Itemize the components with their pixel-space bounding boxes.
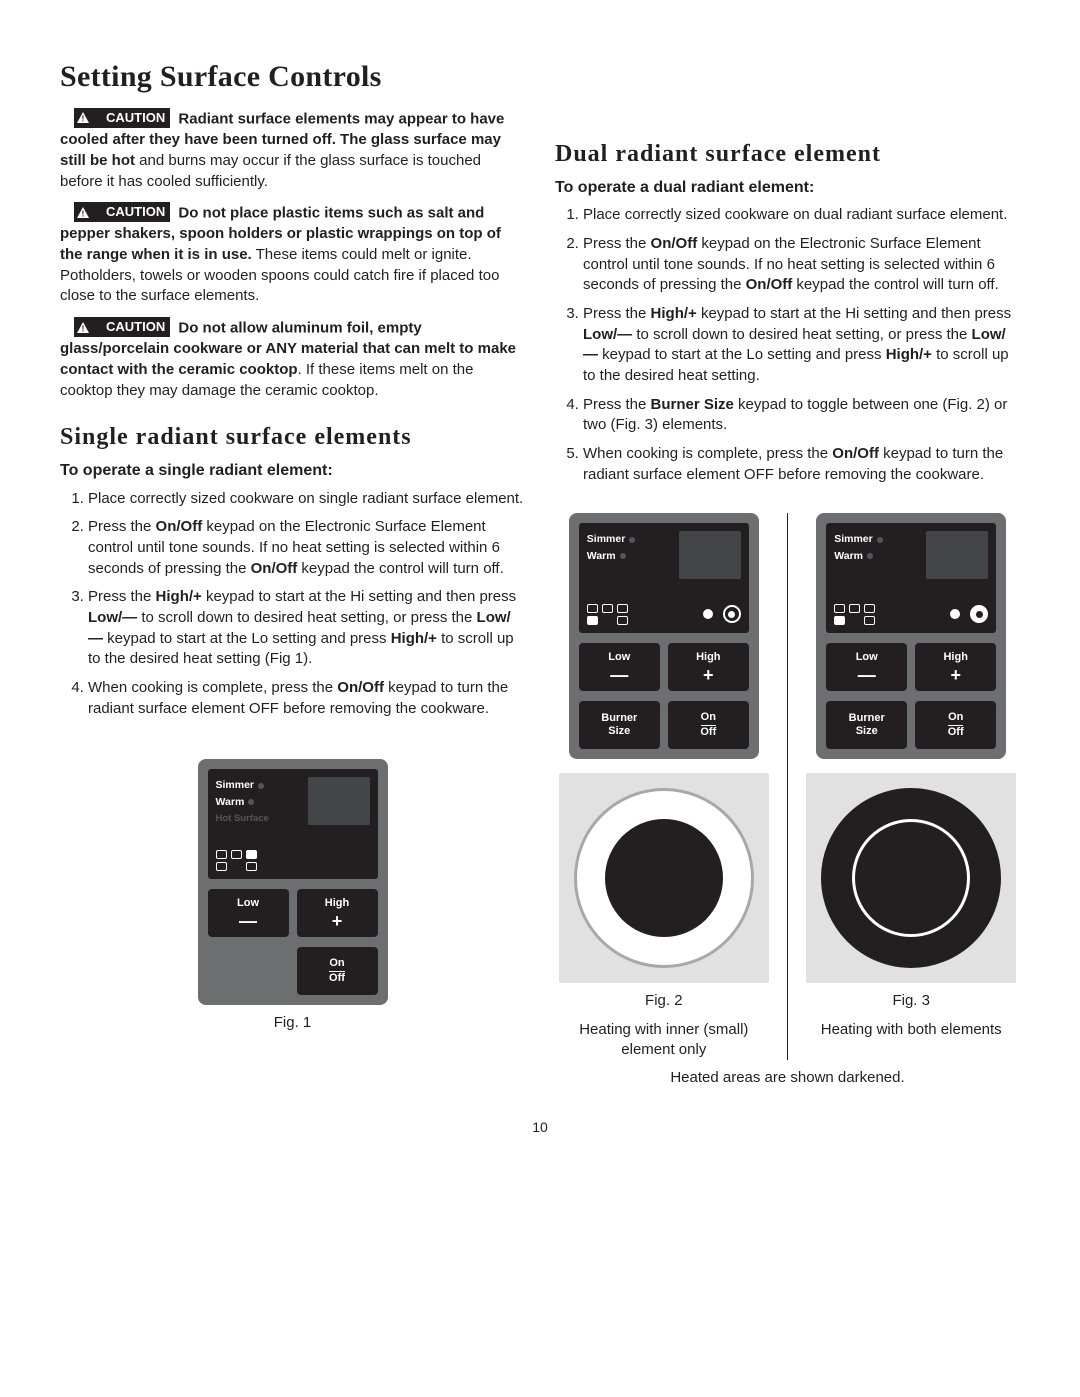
fig3-label: Fig. 3 — [892, 991, 930, 1011]
caution-badge: ! CAUTION — [74, 202, 170, 222]
control-panel-fig2: Simmer Warm — [569, 513, 759, 759]
right-column: Dual radiant surface element To operate … — [555, 108, 1020, 1089]
svg-text:!: ! — [82, 324, 85, 333]
list-item: Press the High/+ keypad to start at the … — [88, 587, 525, 670]
fig2-label: Fig. 2 — [645, 991, 683, 1011]
svg-text:!: ! — [82, 209, 85, 218]
burner-layout-icon — [587, 604, 628, 625]
svg-text:!: ! — [82, 115, 85, 124]
display-area: Simmer Warm — [579, 523, 749, 633]
fig1-caption: Fig. 1 — [60, 1013, 525, 1033]
on-off-button[interactable]: OnOff — [297, 947, 378, 995]
caution-label: CAUTION — [92, 318, 165, 336]
simmer-label: Simmer — [216, 779, 255, 791]
list-item: Place correctly sized cookware on dual r… — [583, 205, 1020, 226]
on-off-button[interactable]: OnOff — [915, 701, 996, 749]
list-item: Press the High/+ keypad to start at the … — [583, 304, 1020, 387]
high-button[interactable]: High+ — [297, 889, 378, 937]
dual-heading: Dual radiant surface element — [555, 138, 1020, 171]
dual-footnote: Heated areas are shown darkened. — [555, 1068, 1020, 1089]
caution-label: CAUTION — [92, 109, 165, 127]
list-item: Place correctly sized cookware on single… — [88, 489, 525, 510]
caution-label: CAUTION — [92, 203, 165, 221]
digit-window — [679, 531, 741, 579]
ring-selector-icon — [950, 605, 988, 623]
caution-3: ! CAUTION Do not allow aluminum foil, em… — [60, 317, 525, 401]
indicator-dot — [248, 799, 254, 805]
control-panel-fig3: Simmer Warm — [816, 513, 1006, 759]
digit-window — [308, 777, 370, 825]
vertical-rule — [787, 513, 789, 1060]
fig2-caption: Heating with inner (small) element only — [555, 1020, 773, 1061]
heat-diagram-both — [806, 773, 1016, 983]
single-heading: Single radiant surface elements — [60, 421, 525, 454]
burner-size-button[interactable]: BurnerSize — [826, 701, 907, 749]
ring-selector-icon — [703, 605, 741, 623]
list-item: When cooking is complete, press the On/O… — [88, 678, 525, 719]
digit-window — [926, 531, 988, 579]
caution-badge: ! CAUTION — [74, 317, 170, 337]
high-button[interactable]: High+ — [668, 643, 749, 691]
left-column: ! CAUTION Radiant surface elements may a… — [60, 108, 525, 1089]
burner-size-button[interactable]: BurnerSize — [579, 701, 660, 749]
warm-label: Warm — [216, 796, 245, 808]
burner-layout-icon — [216, 850, 257, 871]
caution-2: ! CAUTION Do not place plastic items suc… — [60, 202, 525, 307]
high-button[interactable]: High+ — [915, 643, 996, 691]
dual-steps: Place correctly sized cookware on dual r… — [555, 205, 1020, 485]
low-button[interactable]: Low— — [579, 643, 660, 691]
list-item: Press the On/Off keypad on the Electroni… — [88, 517, 525, 579]
dual-subheading: To operate a dual radiant element: — [555, 177, 1020, 199]
list-item: Press the On/Off keypad on the Electroni… — [583, 234, 1020, 296]
page-number: 10 — [60, 1119, 1020, 1135]
list-item: Press the Burner Size keypad to toggle b… — [583, 395, 1020, 436]
caution-1: ! CAUTION Radiant surface elements may a… — [60, 108, 525, 192]
display-area: Simmer Warm — [826, 523, 996, 633]
low-button[interactable]: Low— — [826, 643, 907, 691]
on-off-button[interactable]: OnOff — [668, 701, 749, 749]
caution-badge: ! CAUTION — [74, 108, 170, 128]
single-steps: Place correctly sized cookware on single… — [60, 489, 525, 720]
indicator-dot — [258, 783, 264, 789]
display-area: Simmer Warm Hot Surface — [208, 769, 378, 879]
single-subheading: To operate a single radiant element: — [60, 460, 525, 482]
fig3-caption: Heating with both elements — [821, 1020, 1002, 1040]
low-button[interactable]: Low— — [208, 889, 289, 937]
dual-figures: Simmer Warm — [555, 513, 1020, 1060]
burner-layout-icon — [834, 604, 875, 625]
page-title: Setting Surface Controls — [60, 60, 1020, 94]
heat-diagram-inner — [559, 773, 769, 983]
list-item: When cooking is complete, press the On/O… — [583, 444, 1020, 485]
control-panel-fig1: Simmer Warm Hot Surface Low— — [198, 759, 388, 1005]
